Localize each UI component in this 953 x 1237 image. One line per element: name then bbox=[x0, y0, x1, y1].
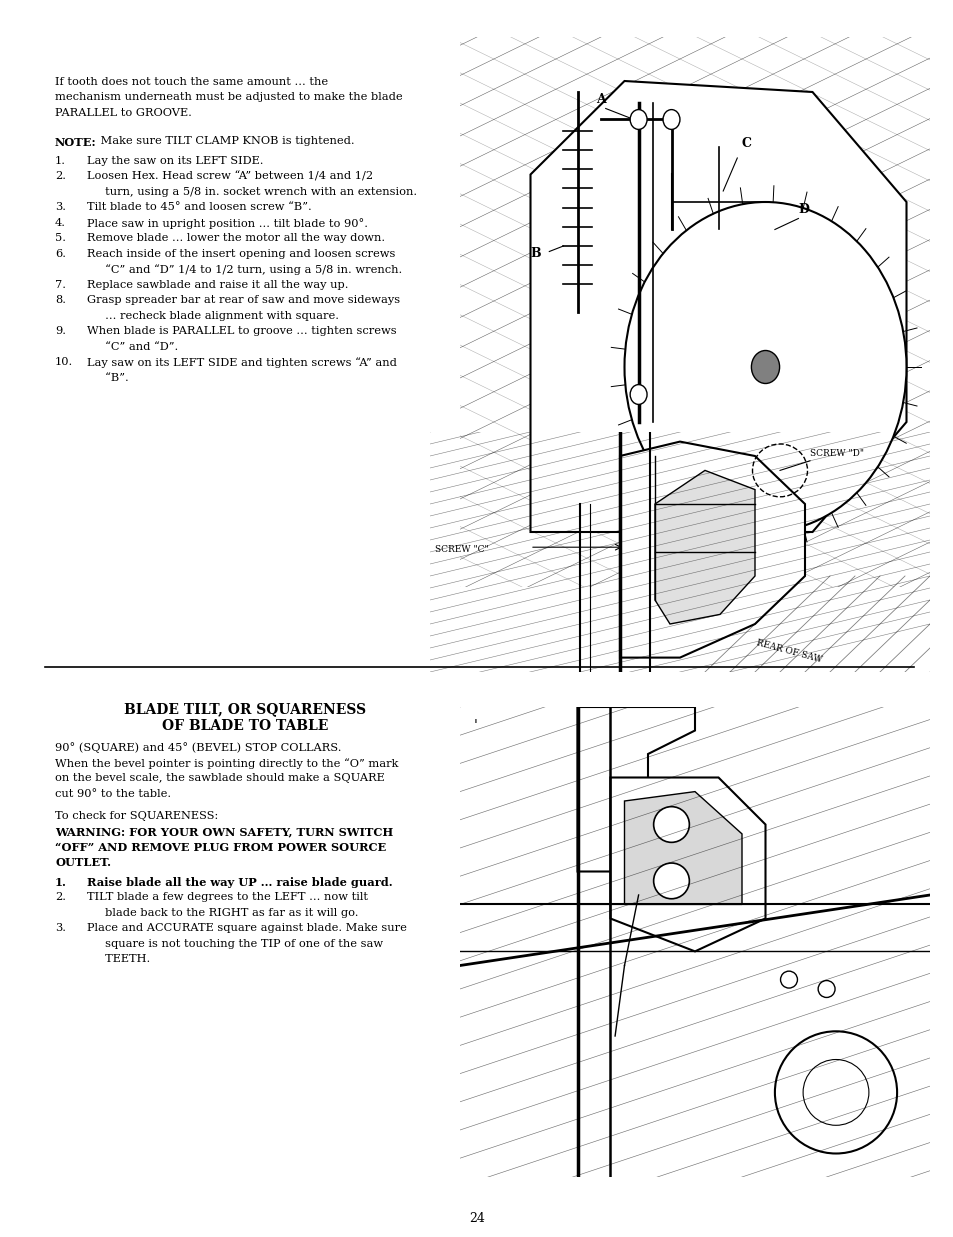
Text: cut 90° to the table.: cut 90° to the table. bbox=[55, 789, 171, 799]
Polygon shape bbox=[577, 708, 695, 872]
Text: PARALLEL to GROOVE.: PARALLEL to GROOVE. bbox=[55, 108, 192, 118]
Text: Loosen Hex. Head screw “A” between 1/4 and 1/2: Loosen Hex. Head screw “A” between 1/4 a… bbox=[87, 172, 373, 182]
Text: Place saw in upright position ... tilt blade to 90°.: Place saw in upright position ... tilt b… bbox=[87, 218, 368, 229]
Text: TILT blade a few degrees to the LEFT ... now tilt: TILT blade a few degrees to the LEFT ...… bbox=[87, 892, 368, 902]
Text: mechanism underneath must be adjusted to make the blade: mechanism underneath must be adjusted to… bbox=[55, 93, 402, 103]
Text: 6.: 6. bbox=[55, 249, 66, 259]
Text: Replace sawblade and raise it all the way up.: Replace sawblade and raise it all the wa… bbox=[87, 280, 348, 289]
Circle shape bbox=[653, 807, 689, 842]
Text: When blade is PARALLEL to groove ... tighten screws: When blade is PARALLEL to groove ... tig… bbox=[87, 327, 396, 336]
Text: 24: 24 bbox=[469, 1212, 484, 1225]
Polygon shape bbox=[530, 80, 905, 532]
Text: “OFF” AND REMOVE PLUG FROM POWER SOURCE: “OFF” AND REMOVE PLUG FROM POWER SOURCE bbox=[55, 842, 386, 852]
Polygon shape bbox=[624, 792, 741, 904]
Text: 7.: 7. bbox=[55, 280, 66, 289]
Text: “B”.: “B”. bbox=[87, 372, 129, 383]
Circle shape bbox=[780, 971, 797, 988]
Text: Grasp spreader bar at rear of saw and move sideways: Grasp spreader bar at rear of saw and mo… bbox=[87, 296, 399, 306]
Text: turn, using a 5/8 in. socket wrench with an extension.: turn, using a 5/8 in. socket wrench with… bbox=[87, 187, 416, 197]
Circle shape bbox=[630, 110, 646, 130]
Circle shape bbox=[751, 350, 779, 383]
Text: square is not touching the TIP of one of the saw: square is not touching the TIP of one of… bbox=[87, 939, 383, 949]
Text: Tilt blade to 45° and loosen screw “B”.: Tilt blade to 45° and loosen screw “B”. bbox=[87, 203, 312, 213]
Text: on the bevel scale, the sawblade should make a SQUARE: on the bevel scale, the sawblade should … bbox=[55, 773, 384, 783]
Text: When the bevel pointer is pointing directly to the “O” mark: When the bevel pointer is pointing direc… bbox=[55, 758, 398, 768]
Text: 8.: 8. bbox=[55, 296, 66, 306]
Polygon shape bbox=[655, 470, 754, 623]
Text: To check for SQUARENESS:: To check for SQUARENESS: bbox=[55, 810, 218, 821]
Text: D: D bbox=[798, 203, 808, 216]
Text: blade back to the RIGHT as far as it will go.: blade back to the RIGHT as far as it wil… bbox=[87, 908, 358, 918]
Text: OF BLADE TO TABLE: OF BLADE TO TABLE bbox=[162, 719, 328, 734]
Text: WARNING: FOR YOUR OWN SAFETY, TURN SWITCH: WARNING: FOR YOUR OWN SAFETY, TURN SWITC… bbox=[55, 826, 393, 837]
Circle shape bbox=[774, 1032, 896, 1153]
Text: “C” and “D” 1/4 to 1/2 turn, using a 5/8 in. wrench.: “C” and “D” 1/4 to 1/2 turn, using a 5/8… bbox=[87, 265, 402, 275]
Text: “C” and “D”.: “C” and “D”. bbox=[87, 341, 178, 351]
Text: 2.: 2. bbox=[55, 892, 66, 902]
Text: C: C bbox=[741, 137, 751, 150]
Text: ... recheck blade alignment with square.: ... recheck blade alignment with square. bbox=[87, 310, 338, 320]
Text: ': ' bbox=[474, 720, 477, 734]
Text: Raise blade all the way UP ... raise blade guard.: Raise blade all the way UP ... raise bla… bbox=[87, 877, 393, 888]
Text: Lay the saw on its LEFT SIDE.: Lay the saw on its LEFT SIDE. bbox=[87, 156, 263, 166]
Circle shape bbox=[818, 981, 834, 997]
Text: B: B bbox=[530, 247, 540, 260]
Text: Place and ACCURATE square against blade. Make sure: Place and ACCURATE square against blade.… bbox=[87, 923, 406, 933]
Text: If tooth does not touch the same amount ... the: If tooth does not touch the same amount … bbox=[55, 77, 328, 87]
Text: NOTE:: NOTE: bbox=[55, 136, 96, 147]
Text: 3.: 3. bbox=[55, 923, 66, 933]
Text: SCREW "C": SCREW "C" bbox=[435, 546, 488, 554]
Text: 1.: 1. bbox=[55, 877, 67, 888]
Text: TEETH.: TEETH. bbox=[87, 954, 150, 964]
Circle shape bbox=[653, 863, 689, 899]
Text: 5.: 5. bbox=[55, 234, 66, 244]
Text: Lay saw on its LEFT SIDE and tighten screws “A” and: Lay saw on its LEFT SIDE and tighten scr… bbox=[87, 357, 396, 369]
Text: 10.: 10. bbox=[55, 357, 73, 367]
Text: SCREW "D": SCREW "D" bbox=[809, 449, 863, 458]
Text: BLADE TILT, OR SQUARENESS: BLADE TILT, OR SQUARENESS bbox=[124, 703, 366, 716]
Text: REAR OF SAW: REAR OF SAW bbox=[754, 638, 821, 664]
Text: Remove blade ... lower the motor all the way down.: Remove blade ... lower the motor all the… bbox=[87, 234, 385, 244]
Text: Reach inside of the insert opening and loosen screws: Reach inside of the insert opening and l… bbox=[87, 249, 395, 259]
Text: 4.: 4. bbox=[55, 218, 66, 228]
Text: 3.: 3. bbox=[55, 203, 66, 213]
Polygon shape bbox=[619, 442, 804, 658]
Text: 9.: 9. bbox=[55, 327, 66, 336]
Circle shape bbox=[662, 110, 679, 130]
Text: 90° (SQUARE) and 45° (BEVEL) STOP COLLARS.: 90° (SQUARE) and 45° (BEVEL) STOP COLLAR… bbox=[55, 742, 341, 753]
Circle shape bbox=[624, 202, 905, 532]
Circle shape bbox=[630, 385, 646, 404]
Text: 2.: 2. bbox=[55, 172, 66, 182]
Text: OUTLET.: OUTLET. bbox=[55, 857, 111, 868]
Text: A: A bbox=[596, 93, 605, 106]
Text: 1.: 1. bbox=[55, 156, 66, 166]
Polygon shape bbox=[610, 778, 764, 951]
Text: Make sure TILT CLAMP KNOB is tightened.: Make sure TILT CLAMP KNOB is tightened. bbox=[97, 136, 355, 146]
